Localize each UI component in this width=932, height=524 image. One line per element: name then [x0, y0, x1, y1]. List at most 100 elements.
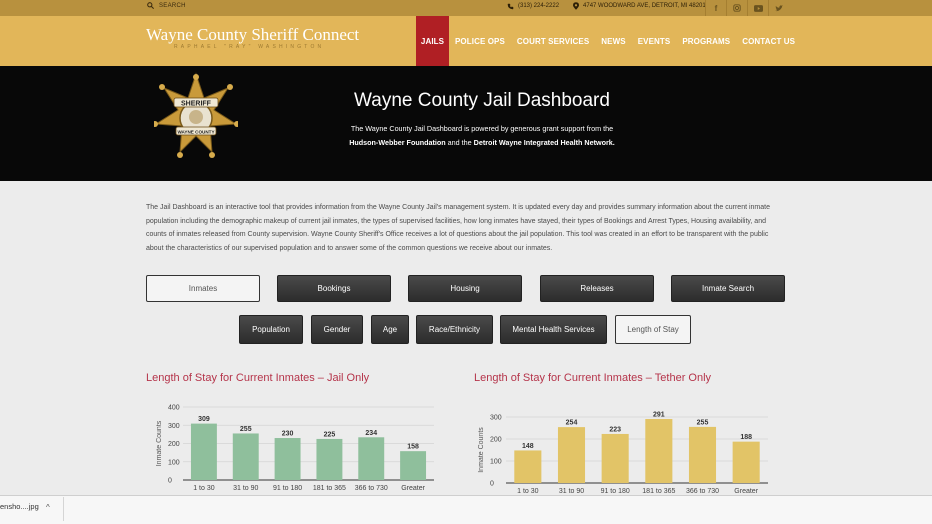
- phone-number[interactable]: (313) 224-2222: [518, 3, 560, 9]
- tether-chart-svg: Inmate Counts 0 100 200 300 148 1 to 30 254 31 t…: [478, 411, 768, 495]
- main-nav: JAILS POLICE OPS COURT SERVICES NEWS EVENTS P…: [416, 16, 801, 66]
- tether-length-of-stay-chart: Inmate Counts 0 100 200 300 148 1 to 30 254 31 t…: [474, 400, 774, 500]
- jail-chart-title: Length of Stay for Current Inmates – Jai…: [146, 372, 370, 384]
- subtab-race-ethnicity[interactable]: Race/Ethnicity: [416, 315, 493, 344]
- bar[interactable]: [274, 438, 301, 480]
- x-tick-label: 91 to 180: [273, 485, 302, 492]
- x-tick-label: 91 to 180: [601, 488, 630, 495]
- bar[interactable]: [232, 433, 259, 480]
- nav-programs[interactable]: PROGRAMS: [682, 36, 731, 46]
- address: 4747 WOODWARD AVE, DETROIT, MI 48201: [583, 3, 706, 9]
- nav-police-ops[interactable]: POLICE OPS: [455, 36, 505, 46]
- y-tick-label: 100: [168, 459, 180, 466]
- x-tick-label: 31 to 90: [559, 488, 584, 495]
- page-title: Wayne County Jail Dashboard: [354, 90, 610, 111]
- search-icon: [147, 2, 154, 9]
- subtab-gender[interactable]: Gender: [311, 315, 363, 344]
- search-label: SEARCH: [159, 2, 186, 9]
- download-file[interactable]: ensho....jpg: [0, 502, 39, 511]
- map-pin-icon: [573, 2, 580, 10]
- badge-top-text: SHERIFF: [181, 101, 212, 108]
- bar[interactable]: [514, 450, 542, 483]
- data-label: 158: [407, 444, 419, 451]
- phone-icon: [507, 3, 514, 9]
- site-header: Wayne County Sheriff Connect RAPHAEL "RA…: [0, 16, 932, 66]
- hero-credit-line: The Wayne County Jail Dashboard is power…: [350, 124, 614, 133]
- x-tick-label: 366 to 730: [355, 485, 388, 492]
- data-label: 234: [365, 430, 377, 437]
- x-tick-label: 366 to 730: [686, 488, 719, 495]
- subtab-age[interactable]: Age: [371, 315, 409, 344]
- address-item: 4747 WOODWARD AVE, DETROIT, MI 48201: [573, 2, 706, 10]
- data-label: 148: [522, 443, 534, 450]
- utility-search[interactable]: SEARCH: [147, 2, 186, 9]
- data-label: 188: [740, 434, 752, 441]
- data-label: 291: [653, 411, 665, 418]
- y-tick-label: 400: [168, 405, 180, 412]
- subtab-length-of-stay[interactable]: Length of Stay: [615, 315, 691, 344]
- nav-events[interactable]: EVENTS: [637, 36, 671, 46]
- tab-releases[interactable]: Releases: [540, 275, 654, 302]
- jail-chart-svg: Inmate Counts 0 100 200 300 400 309 1 to 30 255 3…: [156, 405, 434, 492]
- nav-jails[interactable]: JAILS: [416, 16, 449, 66]
- bar[interactable]: [601, 433, 629, 483]
- data-label: 223: [609, 426, 621, 433]
- y-tick-label: 0: [168, 478, 172, 485]
- utility-contact: (313) 224-2222 4747 WOODWARD AVE, DETROI…: [507, 2, 706, 10]
- facebook-icon[interactable]: f: [705, 0, 726, 16]
- data-label: 255: [240, 426, 252, 433]
- y-tick-label: 300: [490, 415, 502, 422]
- bar[interactable]: [645, 418, 673, 483]
- download-divider: [63, 497, 64, 521]
- nav-contact-us[interactable]: CONTACT US: [742, 36, 796, 46]
- jail-length-of-stay-chart: Inmate Counts 0 100 200 300 400 309 1 to 30 255 3…: [150, 400, 450, 500]
- y-tick-label: 300: [168, 423, 180, 430]
- y-tick-label: 100: [490, 459, 502, 466]
- chevron-up-icon[interactable]: ^: [46, 503, 50, 512]
- badge-bottom-text: WAYNE COUNTY: [177, 130, 214, 135]
- bar[interactable]: [557, 427, 586, 483]
- bar[interactable]: [732, 441, 760, 483]
- x-tick-label: 181 to 365: [642, 488, 675, 495]
- tether-chart-title: Length of Stay for Current Inmates – Tet…: [474, 372, 712, 384]
- subtab-population[interactable]: Population: [239, 315, 303, 344]
- x-tick-label: 1 to 30: [517, 488, 539, 495]
- hudson-webber-link[interactable]: Hudson-Webber Foundation: [349, 138, 446, 147]
- x-tick-label: 31 to 90: [233, 485, 258, 492]
- data-label: 254: [566, 420, 578, 427]
- download-bar: [0, 495, 932, 524]
- bar[interactable]: [688, 426, 717, 483]
- y-tick-label: 200: [168, 441, 180, 448]
- y-tick-label: 0: [490, 481, 494, 488]
- bar[interactable]: [190, 423, 217, 480]
- youtube-icon[interactable]: [747, 0, 768, 16]
- x-tick-label: 1 to 30: [193, 485, 215, 492]
- data-label: 230: [282, 431, 294, 438]
- tab-housing[interactable]: Housing: [408, 275, 522, 302]
- instagram-icon[interactable]: [726, 0, 747, 16]
- bar[interactable]: [358, 437, 385, 480]
- site-brand[interactable]: Wayne County Sheriff Connect: [146, 25, 360, 44]
- y-axis-label: Inmate Counts: [478, 427, 485, 473]
- tab-bookings[interactable]: Bookings: [277, 275, 391, 302]
- subtab-mental-health-services[interactable]: Mental Health Services: [500, 315, 607, 344]
- nav-news[interactable]: NEWS: [601, 36, 626, 46]
- x-tick-label: 181 to 365: [313, 485, 346, 492]
- data-label: 309: [198, 416, 210, 423]
- data-label: 255: [697, 419, 709, 426]
- bar[interactable]: [400, 451, 427, 480]
- dwihn-link[interactable]: Detroit Wayne Integrated Health Network.: [473, 138, 615, 147]
- hero-credit-orgs: Hudson-Webber Foundation and the Detroit…: [290, 138, 674, 147]
- twitter-icon[interactable]: [768, 0, 789, 16]
- tab-inmates[interactable]: Inmates: [146, 275, 260, 302]
- tab-inmate-search[interactable]: Inmate Search: [671, 275, 785, 302]
- bar[interactable]: [316, 438, 343, 480]
- y-tick-label: 200: [490, 437, 502, 444]
- x-tick-label: Greater: [734, 488, 758, 495]
- nav-court-services[interactable]: COURT SERVICES: [516, 36, 590, 46]
- data-label: 225: [324, 431, 336, 438]
- intro-paragraph: The Jail Dashboard is an interactive too…: [146, 204, 770, 252]
- sheriff-badge-logo: SHERIFF WAYNE COUNTY: [154, 72, 238, 158]
- phone-item: (313) 224-2222: [507, 3, 559, 10]
